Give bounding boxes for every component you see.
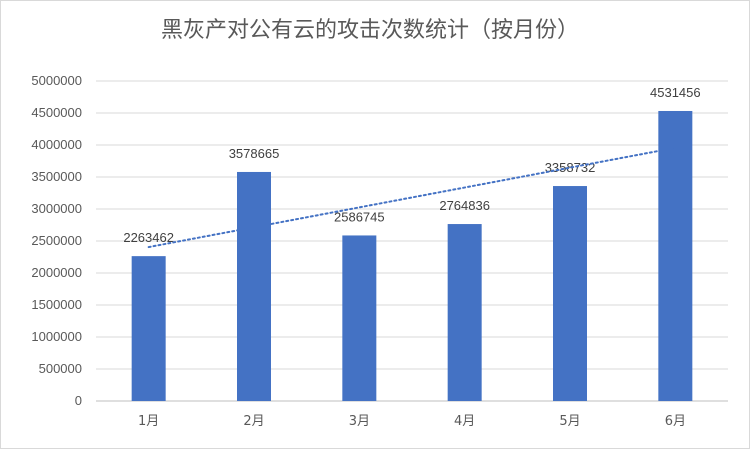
x-tick-label: 2月 xyxy=(243,414,264,429)
data-label: 2586745 xyxy=(334,209,385,224)
trendline xyxy=(147,146,677,249)
y-tick-label: 3000000 xyxy=(31,201,82,216)
y-tick-label: 3500000 xyxy=(31,169,82,184)
y-tick-label: 5000000 xyxy=(31,73,82,88)
bar xyxy=(447,224,482,401)
x-tick-label: 3月 xyxy=(349,414,370,429)
y-tick-label: 500000 xyxy=(39,361,82,376)
data-label: 2263462 xyxy=(123,230,174,245)
y-tick-label: 0 xyxy=(75,393,82,408)
bar xyxy=(237,171,271,401)
chart-title: 黑灰产对公有云的攻击次数统计（按月份） xyxy=(160,18,579,43)
bar xyxy=(131,256,166,401)
data-label: 2764836 xyxy=(439,198,490,213)
bar xyxy=(342,235,377,401)
data-label: 3358732 xyxy=(545,160,596,175)
y-tick-label: 1500000 xyxy=(31,297,82,312)
bar xyxy=(658,110,693,401)
x-tick-label: 1月 xyxy=(138,414,159,429)
y-tick-label: 4000000 xyxy=(31,137,82,152)
x-tick-label: 4月 xyxy=(454,414,475,429)
bar xyxy=(553,186,587,401)
y-tick-label: 2500000 xyxy=(31,233,82,248)
data-label: 3578665 xyxy=(229,146,280,161)
y-tick-label: 2000000 xyxy=(31,265,82,280)
x-tick-label: 5月 xyxy=(559,414,580,429)
x-tick-label: 6月 xyxy=(665,414,686,429)
y-tick-label: 4500000 xyxy=(31,105,82,120)
data-label: 4531456 xyxy=(650,85,701,100)
y-tick-label: 1000000 xyxy=(31,329,82,344)
